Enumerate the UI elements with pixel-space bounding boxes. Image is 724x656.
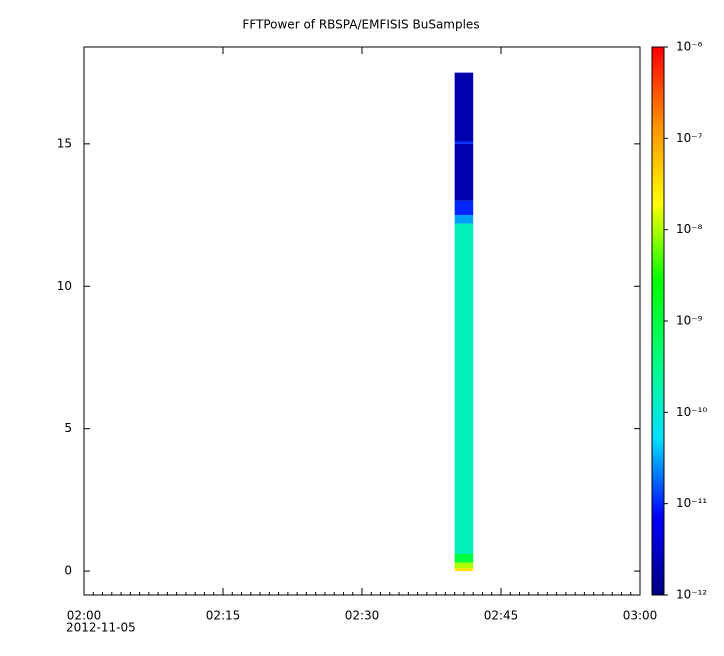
spectrogram-cell: [454, 143, 474, 201]
x-date-label: 2012-11-05: [66, 621, 136, 635]
y-tick-label: 5: [64, 421, 72, 435]
colorbar: [651, 46, 665, 596]
chart-title: FFTPower of RBSPA/EMFISIS BuSamples: [242, 18, 479, 32]
spectrogram-cell: [454, 223, 474, 554]
colorbar-tick-label: 10⁻⁶: [676, 40, 703, 54]
x-tick-label: 02:00: [67, 609, 102, 623]
colorbar-tick-label: 10⁻¹⁰: [676, 405, 707, 419]
y-tick-label: 15: [57, 136, 72, 150]
spectrogram-cell: [454, 140, 474, 144]
colorbar-tick-label: 10⁻¹¹: [676, 496, 707, 510]
spectrogram-cell: [454, 553, 474, 563]
y-tick-label: 10: [57, 279, 72, 293]
spectrogram-cell: [454, 568, 474, 572]
spectrogram-cell: [454, 215, 474, 224]
colorbar-tick-label: 10⁻⁸: [676, 222, 703, 236]
y-tick-label: 0: [64, 564, 72, 578]
spectrogram-cell: [454, 562, 474, 569]
x-tick-label: 02:15: [206, 609, 241, 623]
x-tick-label: 03:00: [623, 609, 658, 623]
spectrogram-cell: [454, 72, 474, 141]
x-tick-label: 02:45: [484, 609, 519, 623]
plot-frame: [83, 46, 641, 596]
x-tick-label: 02:30: [345, 609, 380, 623]
spectrogram-cell: [454, 200, 474, 216]
colorbar-tick-label: 10⁻⁹: [676, 314, 703, 328]
colorbar-tick-label: 10⁻⁷: [676, 131, 703, 145]
colorbar-tick-label: 10⁻¹²: [676, 588, 707, 602]
